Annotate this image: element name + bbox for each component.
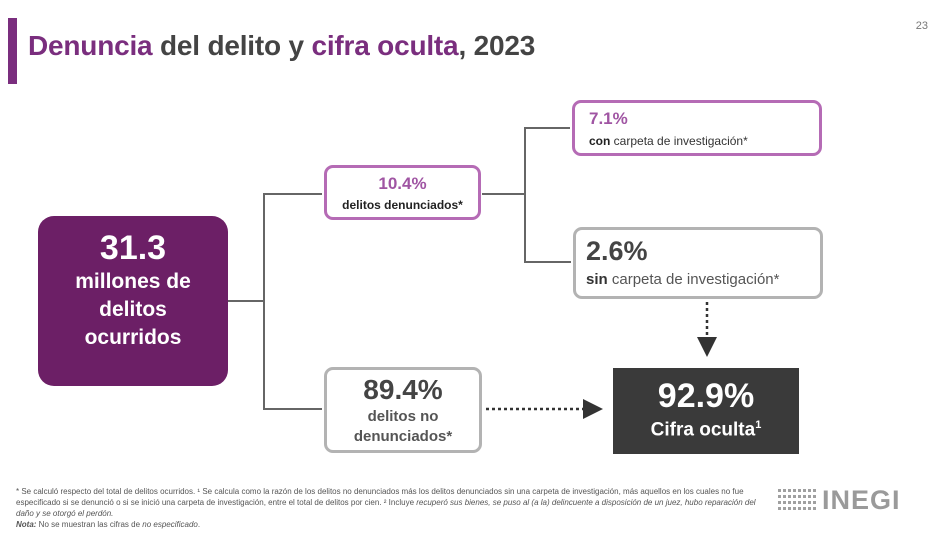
node-with-investigation: 7.1% con carpeta de investigación*: [572, 100, 822, 156]
connector-total-unreported: [263, 301, 322, 410]
page-number: 23: [915, 20, 928, 32]
node-reported-crimes: 10.4% delitos denunciados*: [324, 165, 481, 220]
node-without-investigation: 2.6% sin carpeta de investigación*: [573, 227, 823, 299]
hidden-figure-value: 92.9%: [657, 377, 755, 415]
connector-total-split: [228, 193, 322, 302]
hidden-figure-superscript: 1: [755, 419, 762, 431]
unreported-value: 89.4%: [363, 374, 443, 405]
reported-value: 10.4%: [378, 174, 427, 193]
title-part-2: del delito y: [152, 30, 312, 61]
without-folder-label: sin carpeta de investigación*: [586, 271, 820, 288]
unreported-label-1: delitos no: [367, 408, 439, 425]
without-folder-label-bold: sin: [586, 271, 608, 288]
note-end: .: [197, 520, 201, 529]
total-label-3: ocurridos: [84, 326, 182, 349]
total-value: 31.3: [99, 229, 167, 267]
note-italic: no especificado: [142, 520, 198, 529]
connector-reported-split: [482, 127, 570, 195]
connector-reported-without: [524, 194, 571, 263]
with-folder-label-bold: con: [589, 134, 611, 148]
hidden-figure-label-text: Cifra oculta: [650, 419, 756, 441]
total-label-2: delitos: [99, 298, 167, 321]
title-accent-bar: [8, 18, 17, 84]
node-unreported-crimes: 89.4% delitos no denunciados*: [324, 367, 482, 453]
without-folder-value: 2.6%: [586, 236, 648, 266]
title-part-1: Denuncia: [28, 30, 153, 61]
footnotes: * Se calculó respecto del total de delit…: [16, 486, 758, 530]
with-folder-value: 7.1%: [589, 109, 628, 128]
note-label: Nota:: [16, 520, 37, 529]
inegi-logo-text: INEGI: [822, 485, 901, 515]
title-part-3: cifra oculta: [311, 30, 459, 61]
note-text: No se muestran las cifras de: [36, 520, 143, 529]
unreported-label-2: denunciados*: [353, 428, 453, 445]
inegi-logo: INEGI: [778, 485, 923, 515]
footnote-text-2: recuperó sus bienes, se puso al (a la) d…: [16, 498, 756, 518]
reported-label: delitos denunciados*: [342, 198, 463, 212]
with-folder-label: con carpeta de investigación*: [589, 134, 819, 148]
inegi-logo-dots-icon: [778, 489, 816, 510]
node-hidden-figure: 92.9% Cifra oculta1: [613, 368, 799, 454]
hidden-figure-label: Cifra oculta1: [613, 419, 799, 441]
page-title: Denuncia del delito y cifra oculta, 2023: [28, 30, 535, 62]
without-folder-label-rest: carpeta de investigación*: [607, 271, 780, 288]
total-label-1: millones de: [75, 270, 191, 293]
node-total-crimes: 31.3 millones de delitos ocurridos: [38, 216, 228, 386]
title-part-4: , 2023: [458, 30, 536, 61]
footnote-text-1: * Se calculó respecto del total de delit…: [16, 487, 744, 507]
with-folder-label-rest: carpeta de investigación*: [610, 134, 748, 148]
